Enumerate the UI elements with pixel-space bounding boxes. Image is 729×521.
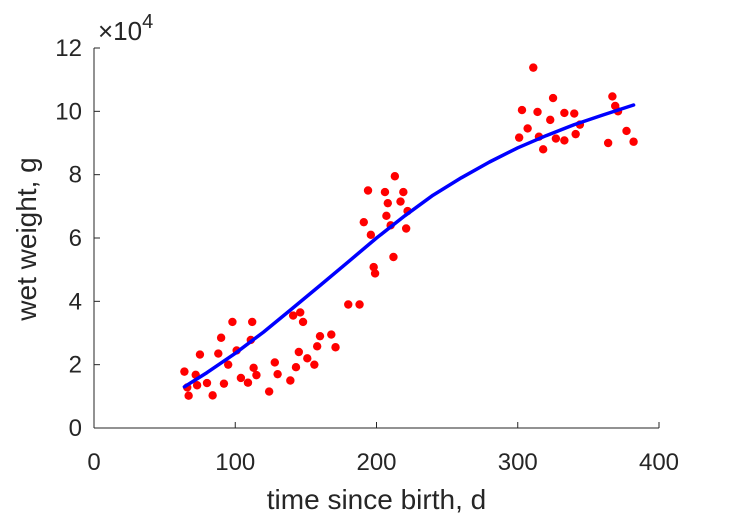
data-point	[264, 387, 274, 396]
data-point	[383, 198, 392, 208]
data-point	[216, 333, 226, 342]
data-point	[622, 126, 631, 136]
data-point	[560, 136, 569, 145]
data-point	[331, 343, 340, 352]
x-tick-label: 0	[87, 449, 100, 476]
data-point	[312, 342, 322, 351]
data-point	[214, 349, 223, 358]
data-point	[202, 378, 212, 388]
data-point	[327, 330, 336, 339]
data-point	[296, 308, 305, 317]
data-point	[192, 381, 202, 390]
data-point	[249, 363, 258, 373]
data-point	[310, 360, 319, 369]
data-point	[551, 134, 561, 143]
data-point	[228, 317, 237, 327]
data-point	[517, 105, 527, 115]
data-point	[370, 269, 380, 278]
data-point	[208, 391, 217, 400]
data-point	[608, 92, 617, 101]
data-point	[243, 378, 253, 387]
data-point	[389, 252, 398, 262]
data-point	[303, 354, 312, 363]
data-point	[219, 379, 229, 388]
data-point	[288, 311, 298, 320]
data-point	[571, 129, 580, 139]
data-point	[270, 358, 279, 367]
data-point	[273, 369, 282, 379]
chart-axes	[93, 47, 660, 429]
data-point	[355, 300, 364, 309]
x-tick-label: 200	[356, 449, 396, 476]
data-point	[629, 137, 638, 146]
x-tick-label: 300	[498, 449, 538, 476]
x-tick-label: 400	[639, 449, 679, 476]
data-point	[533, 107, 542, 117]
data-point	[195, 350, 205, 359]
data-point	[538, 145, 548, 154]
data-point	[529, 63, 538, 72]
data-point	[390, 172, 400, 181]
data-point	[523, 124, 532, 133]
data-point	[236, 373, 246, 383]
data-point	[286, 376, 295, 385]
data-point	[291, 363, 301, 372]
data-point	[315, 331, 325, 341]
data-point	[252, 370, 261, 380]
data-point	[298, 317, 308, 327]
y-tick-label: 8	[69, 162, 82, 189]
data-point	[363, 186, 373, 195]
y-tick-label: 10	[55, 98, 82, 125]
chart-tick-labels: 0 100 200 300 400 0 2 4 6 8 10 12	[55, 35, 679, 476]
data-point	[180, 367, 189, 376]
data-point	[223, 360, 233, 369]
data-point	[560, 108, 569, 118]
data-point	[603, 138, 613, 148]
data-point	[514, 133, 524, 142]
data-point	[570, 109, 579, 118]
y-tick-label: 12	[55, 35, 82, 62]
data-point	[184, 391, 193, 400]
data-point	[546, 115, 555, 125]
y-axis-title: wet weight, g	[11, 157, 42, 321]
chart-marks	[180, 63, 638, 400]
data-point	[344, 300, 353, 309]
data-point	[396, 197, 405, 206]
y-tick-label: 6	[69, 225, 82, 252]
data-point	[548, 93, 558, 103]
data-point	[294, 347, 304, 357]
y-exponent-label: ×104	[98, 11, 153, 46]
data-point	[399, 187, 408, 197]
data-point	[359, 217, 368, 227]
data-point	[248, 317, 257, 327]
y-tick-label: 2	[69, 352, 82, 379]
data-point	[366, 230, 376, 240]
data-point	[401, 224, 411, 233]
y-tick-label: 4	[69, 288, 82, 315]
x-axis-title: time since birth, d	[267, 484, 486, 515]
data-point	[369, 262, 378, 272]
x-tick-label: 100	[215, 449, 255, 476]
data-point	[380, 187, 390, 197]
fit-line	[182, 103, 636, 389]
data-point	[382, 211, 391, 221]
y-tick-label: 0	[69, 415, 82, 442]
